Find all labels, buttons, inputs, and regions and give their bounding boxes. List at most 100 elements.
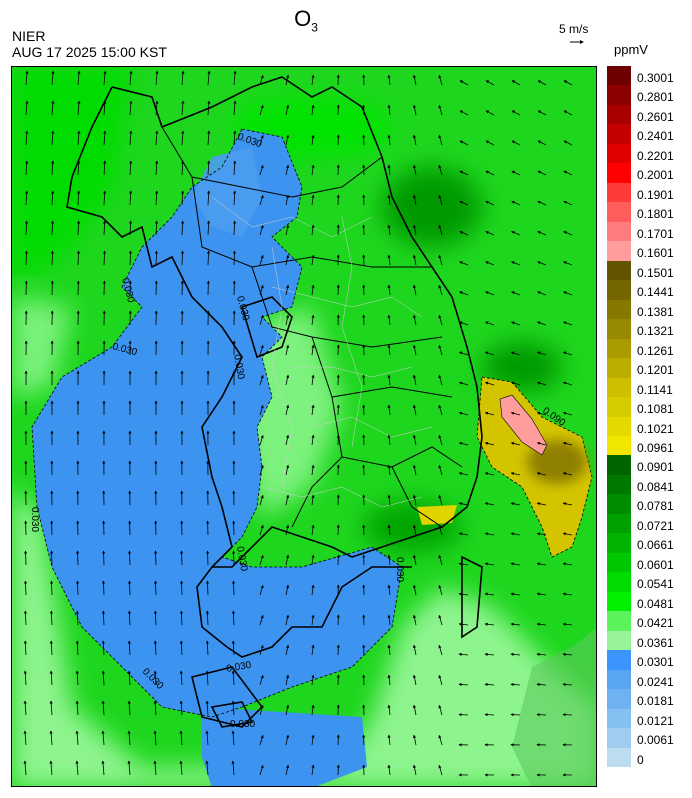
wind-vector-icon [285,134,290,146]
wind-vector-icon [438,494,443,506]
colorbar-swatch [607,611,631,632]
wind-vector-icon [484,441,495,446]
wind-vector-icon [24,220,29,236]
wind-vector-icon [537,170,547,176]
wind-vector-icon [311,344,315,356]
wind-vector-icon [311,464,315,476]
wind-vector-icon [562,502,573,506]
district-boundaries [211,196,433,508]
wind-vector-icon [412,134,417,146]
wind-vector-icon [75,760,79,776]
colorbar-label: 0.0841 [637,479,674,494]
wind-vector-icon [563,200,573,206]
wind-vector-icon [412,734,417,746]
wind-vector-icon [101,610,106,626]
colorbar-swatch [607,689,631,710]
wind-vector-icon [77,100,81,116]
wind-vector-icon [536,652,547,656]
wind-vector-icon [412,344,417,356]
wind-vector-icon [259,194,264,206]
wind-vector-icon [205,580,210,596]
wind-vector-icon [207,130,211,146]
wind-vector-icon [285,764,290,776]
wind-vector-icon [259,764,264,776]
wind-vector-icon [153,670,157,686]
wind-vector-icon [438,164,443,176]
wind-vector-icon [51,190,55,206]
wind-vector-icon [207,190,211,206]
wind-vector-icon [23,730,27,746]
wind-vector-icon [311,674,315,686]
colorbar-swatch [607,708,631,729]
wind-vector-icon [285,194,290,206]
wind-vector-icon [127,550,132,566]
colorbar-label: 0.1021 [637,421,674,436]
wind-vector-icon [311,194,315,206]
wind-vector-icon [101,550,106,566]
wind-vector-icon [103,100,107,116]
wind-vector-icon [75,550,80,566]
wind-vector-icon [438,554,443,566]
wind-vector-icon [458,532,469,536]
wind-vector-icon [311,584,315,596]
colorbar-swatch [607,591,631,612]
wind-vector-icon [205,610,210,626]
wind-vector-icon [101,700,105,716]
wind-vector-icon [412,494,417,506]
wind-vector-icon [285,224,290,236]
wind-vector-icon [231,580,236,596]
wind-vector-icon [259,704,264,716]
wind-vector-icon [438,404,443,416]
wind-vector-icon [233,130,237,146]
colorbar-swatch [607,338,631,359]
wind-vector-icon [537,110,547,116]
colorbar-swatch [607,474,631,495]
wind-vector-icon [207,100,211,116]
wind-vector-icon [259,674,264,686]
wind-vector-icon [458,652,469,656]
colorbar-label: 0.1701 [637,226,674,241]
wind-vector-icon [459,261,469,266]
agency-label: NIER [12,28,46,44]
wind-vector-icon [387,614,391,626]
wind-vector-icon [259,224,264,236]
wind-vector-icon [511,291,521,296]
wind-vector-icon [511,231,521,236]
wind-vector-icon [438,104,443,116]
wind-vector-icon [536,381,547,386]
wind-vector-icon [154,250,159,266]
wind-vector-icon [562,472,573,476]
wind-vector-icon [510,411,521,416]
wind-vector-icon [77,70,81,86]
wind-vector-icon [537,231,547,236]
wind-vector-icon [536,562,547,566]
wind-vector-icon [387,284,391,296]
wind-vector-icon [129,130,133,146]
colorbar-label: 0.0301 [637,655,674,670]
colorbar-swatch [607,397,631,417]
wind-vector-icon [438,224,443,236]
wind-vector-icon [387,644,391,656]
wind-vector-icon [259,254,264,266]
wind-vector-icon [536,532,547,536]
wind-vector-icon [458,351,469,356]
colorbar-label: 0.2601 [637,109,674,124]
wind-vector-icon [412,434,417,446]
wind-vector-icon [458,321,469,326]
wind-vector-icon [128,250,133,266]
wind-vector-icon [562,682,573,687]
wind-vector-icon [153,640,157,656]
wind-vector-icon [387,74,391,86]
wind-vector-icon [536,592,547,596]
wind-vector-icon [438,284,443,296]
timestamp-label: AUG 17 2025 15:00 KST [12,44,167,60]
colorbar-label: 0.0361 [637,635,674,650]
wind-vector-icon [387,674,391,686]
wind-vector-field [23,70,573,777]
wind-vector-icon [311,614,315,626]
wind-vector-icon [207,70,211,86]
wind-vector-icon [101,760,105,776]
wind-vector-icon [459,231,469,236]
wind-vector-icon [387,254,391,266]
wind-vector-icon [25,160,29,176]
